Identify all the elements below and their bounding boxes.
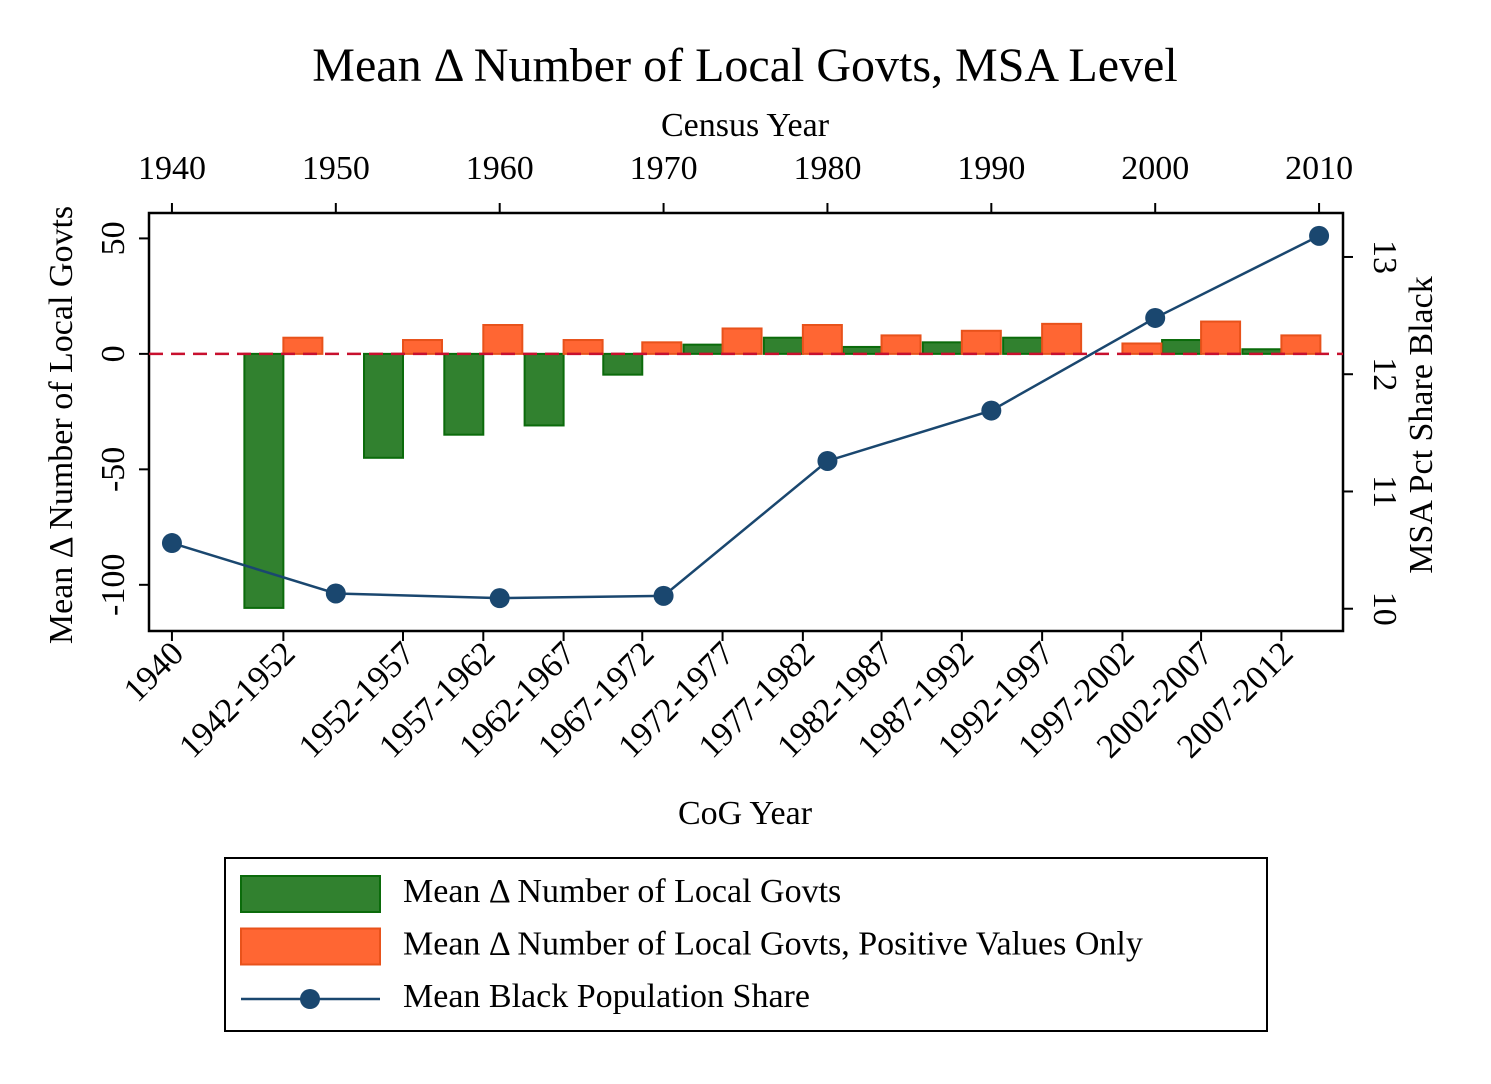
y2-axis-label: MSA Pct Share Black [1403,276,1440,573]
bar [721,327,763,355]
bar [921,341,963,355]
bar [443,352,485,436]
x2-tick-label: 2000 [1121,150,1189,187]
bar [602,352,644,376]
bar [1041,322,1083,355]
point [161,533,182,554]
legend-label: Mean Δ Number of Local Govts, Positive V… [403,925,1143,962]
legend-swatch [240,875,381,913]
bar [762,336,804,355]
line [171,234,1320,600]
x2-axis-label: Census Year [661,107,830,144]
y-tick-label: -100 [95,554,132,616]
bar [482,324,524,355]
y-tick-label: -50 [95,447,132,492]
legend-label: Mean Black Population Share [403,978,810,1015]
point [325,583,346,604]
point [489,588,510,609]
bar [880,334,922,355]
bar [523,352,565,427]
bar [562,339,604,355]
point [817,450,838,471]
chart-title: Mean Δ Number of Local Govts, MSA Level [312,39,1177,92]
bar [243,352,285,609]
bar [641,341,683,355]
legend-swatch [300,989,320,1009]
bar [402,339,444,355]
x2-tick-label: 1960 [466,150,534,187]
bar [1121,342,1163,355]
bar [801,324,843,355]
point [1145,307,1166,328]
y-tick-label: 50 [95,221,132,255]
legend-swatch [240,927,381,966]
y2-tick-label: 13 [1366,240,1403,274]
bar [1002,336,1044,355]
y-axis-label: Mean Δ Number of Local Govts [43,206,80,644]
x2-tick-label: 1940 [138,150,206,187]
bar [1280,334,1322,355]
bar [960,329,1002,355]
x2-tick-label: 1990 [957,150,1025,187]
x-axis-label: CoG Year [678,795,813,832]
x2-tick-label: 1950 [302,150,370,187]
legend-box [224,857,1268,1032]
bar [682,343,724,355]
bar [282,336,324,355]
point [981,400,1002,421]
y2-tick-label: 12 [1366,357,1403,391]
y2-tick-label: 11 [1366,475,1403,508]
x2-tick-label: 2010 [1285,150,1353,187]
legend-label: Mean Δ Number of Local Govts [403,873,841,910]
x2-tick-label: 1970 [630,150,698,187]
point [1309,225,1330,246]
bar [363,352,405,459]
bar [1200,320,1242,355]
point [653,585,674,606]
y2-tick-label: 10 [1366,592,1403,626]
plot-frame [147,211,1345,633]
bar [1161,339,1203,355]
x2-tick-label: 1980 [793,150,861,187]
y-tick-label: 0 [95,345,132,362]
